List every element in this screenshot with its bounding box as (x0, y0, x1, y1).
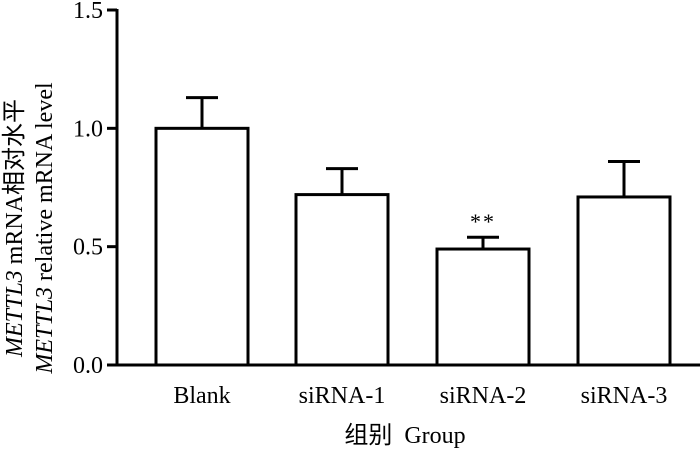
y-axis: 0.0 0.5 1.0 1.5 (73, 0, 119, 379)
y-axis-title-line-2: METTL3 relative mRNA level (32, 82, 58, 375)
bars: ** (154, 96, 672, 367)
x-tick-label: Blank (173, 383, 230, 409)
y-axis-title: METTL3 mRNA相对水平 METTL3 relative mRNA lev… (1, 82, 58, 375)
y-tick-label: 0.0 (73, 353, 103, 379)
y-axis-title-line-2-gene: METTL3 (32, 287, 58, 375)
y-tick-label: 0.5 (73, 235, 103, 261)
y-axis-title-line-1-gene: METTL3 (2, 270, 28, 358)
y-axis-title-line-1-text: mRNA相对水平 (1, 99, 28, 270)
x-axis: Blank siRNA-1 siRNA-2 siRNA-3 (117, 363, 700, 409)
y-tick-label: 1.0 (73, 116, 103, 142)
bar (154, 126, 250, 367)
x-tick-label: siRNA-2 (440, 383, 527, 409)
x-tick-label: siRNA-1 (299, 383, 386, 409)
y-axis-title-line-2-text: relative mRNA level (32, 82, 58, 287)
x-tick-label: siRNA-3 (581, 383, 668, 409)
bar (576, 195, 672, 367)
x-axis-title: 组别 Group (344, 422, 465, 449)
significance-label: ** (470, 209, 496, 234)
bar-group-sirna-1 (294, 167, 390, 367)
bar (435, 247, 531, 367)
bar-group-sirna-2: ** (435, 209, 531, 367)
bar-group-blank (154, 96, 250, 367)
y-tick-label: 1.5 (73, 0, 103, 24)
bar (294, 193, 390, 367)
y-axis-title-line-1: METTL3 mRNA相对水平 (1, 99, 28, 358)
bar-group-sirna-3 (576, 159, 672, 367)
